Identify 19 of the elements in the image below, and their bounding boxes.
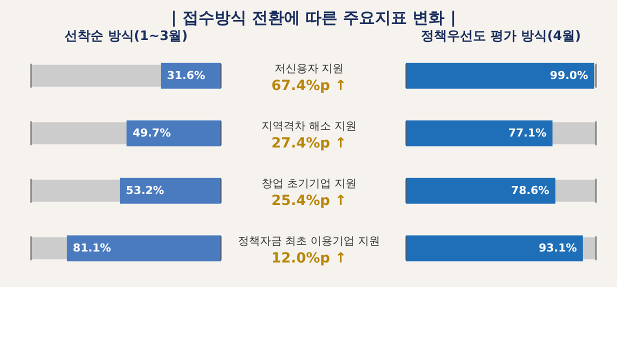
y-tick-label: 창업 초기기업 지원: [262, 176, 356, 190]
text: 12.0%p ↑: [271, 250, 347, 266]
data-label: 78.6%: [511, 184, 550, 197]
y-tick-label: 지역격차 해소 지원: [262, 119, 356, 132]
y-tick-label: 정책자금 최초 이용기업 지원: [238, 234, 380, 248]
data-label: 81.1%: [72, 241, 112, 254]
data-label: 49.7%: [132, 126, 171, 140]
text: 25.4%p ↑: [271, 192, 347, 209]
data-label: 53.2%: [126, 184, 164, 197]
data-label: 99.0%: [550, 68, 588, 82]
text: 67.4%p ↑: [271, 78, 347, 94]
data-label: 31.6%: [166, 68, 206, 82]
data-label: 93.1%: [538, 241, 577, 254]
chart-title: 선착순 방식(1~3월): [64, 29, 188, 44]
text: 27.4%p ↑: [271, 135, 347, 152]
chart-title: 정책우선도 평가 방식(4월): [421, 29, 581, 44]
y-tick-label: 저신용자 지원: [274, 62, 344, 75]
data-label: 77.1%: [508, 126, 546, 140]
text: | 접수방식 전환에 따른 주요지표 변화 |: [170, 8, 456, 27]
